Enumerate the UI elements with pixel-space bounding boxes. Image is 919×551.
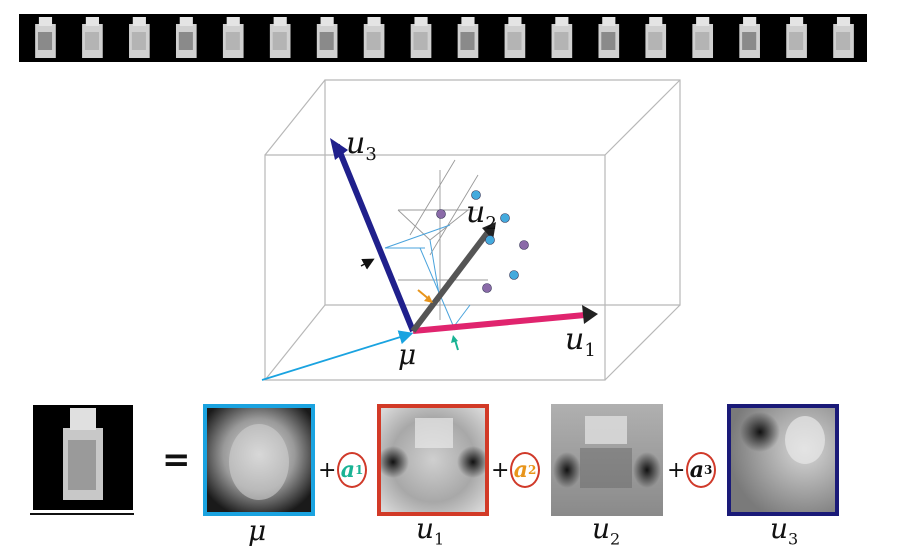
filmstrip-frame [410,17,432,58]
mean-image-label: μ [248,514,267,547]
u2-arrowhead [482,222,496,240]
filmstrip-frame [786,17,807,58]
u2-axis-label: u2 [466,195,497,234]
filmstrip-frame [833,17,854,58]
filmstrip-frame [363,17,385,58]
filmstrip-frame [645,17,667,58]
u1-axis [412,312,586,334]
data-point [485,235,495,245]
mean-vector [261,330,414,381]
filmstrip-frame [551,17,573,58]
u1-axis-label: u1 [565,322,596,361]
filmstrip-background [19,14,867,62]
u3-image-label: u3 [770,512,799,549]
u2-axis [410,230,491,333]
filmstrip-frame [457,17,479,58]
u3-arrowhead [330,138,348,160]
filmstrip-frame [739,17,760,58]
filmstrip-frame [504,17,526,58]
u1-arrowhead [582,305,598,324]
filmstrip [19,14,867,62]
filmstrip-frame [175,17,197,58]
a2-arrowhead [424,295,433,303]
u2-image-label: u2 [592,512,621,549]
plus-sign-3: + [667,458,686,483]
u3-image [727,404,839,516]
projection-lines-blue [384,224,471,331]
data-point [471,190,481,200]
filmstrip-frame [692,17,714,58]
data-point [482,283,492,293]
bounding-box [264,79,681,381]
data-point [500,213,510,223]
filmstrip-frame [82,17,103,58]
data-point [509,270,519,280]
filmstrip-frame [129,17,150,58]
u2-image [551,404,663,516]
u1-image [377,404,489,516]
filmstrip-frame [316,17,338,58]
filmstrip-frame [598,17,620,58]
filmstrip-frame [269,17,291,58]
plus-sign-1: + [318,458,337,483]
equals-sign: = [162,440,191,480]
u1-image-label: u1 [416,512,445,549]
mean-image [203,404,315,516]
filmstrip-frame [35,17,56,58]
projection-lines [397,159,488,320]
u3-axis [334,143,416,333]
data-points [436,190,529,293]
a1-arrowhead [451,335,458,343]
plus-sign-2: + [491,458,510,483]
a3-marker-arrow [360,258,375,270]
mu-axis-label: μ [398,338,417,371]
data-point [436,209,446,219]
filmstrip-frame [222,17,244,58]
u3-axis-label: u3 [346,126,377,165]
original-image [30,405,134,515]
data-point [519,240,529,250]
